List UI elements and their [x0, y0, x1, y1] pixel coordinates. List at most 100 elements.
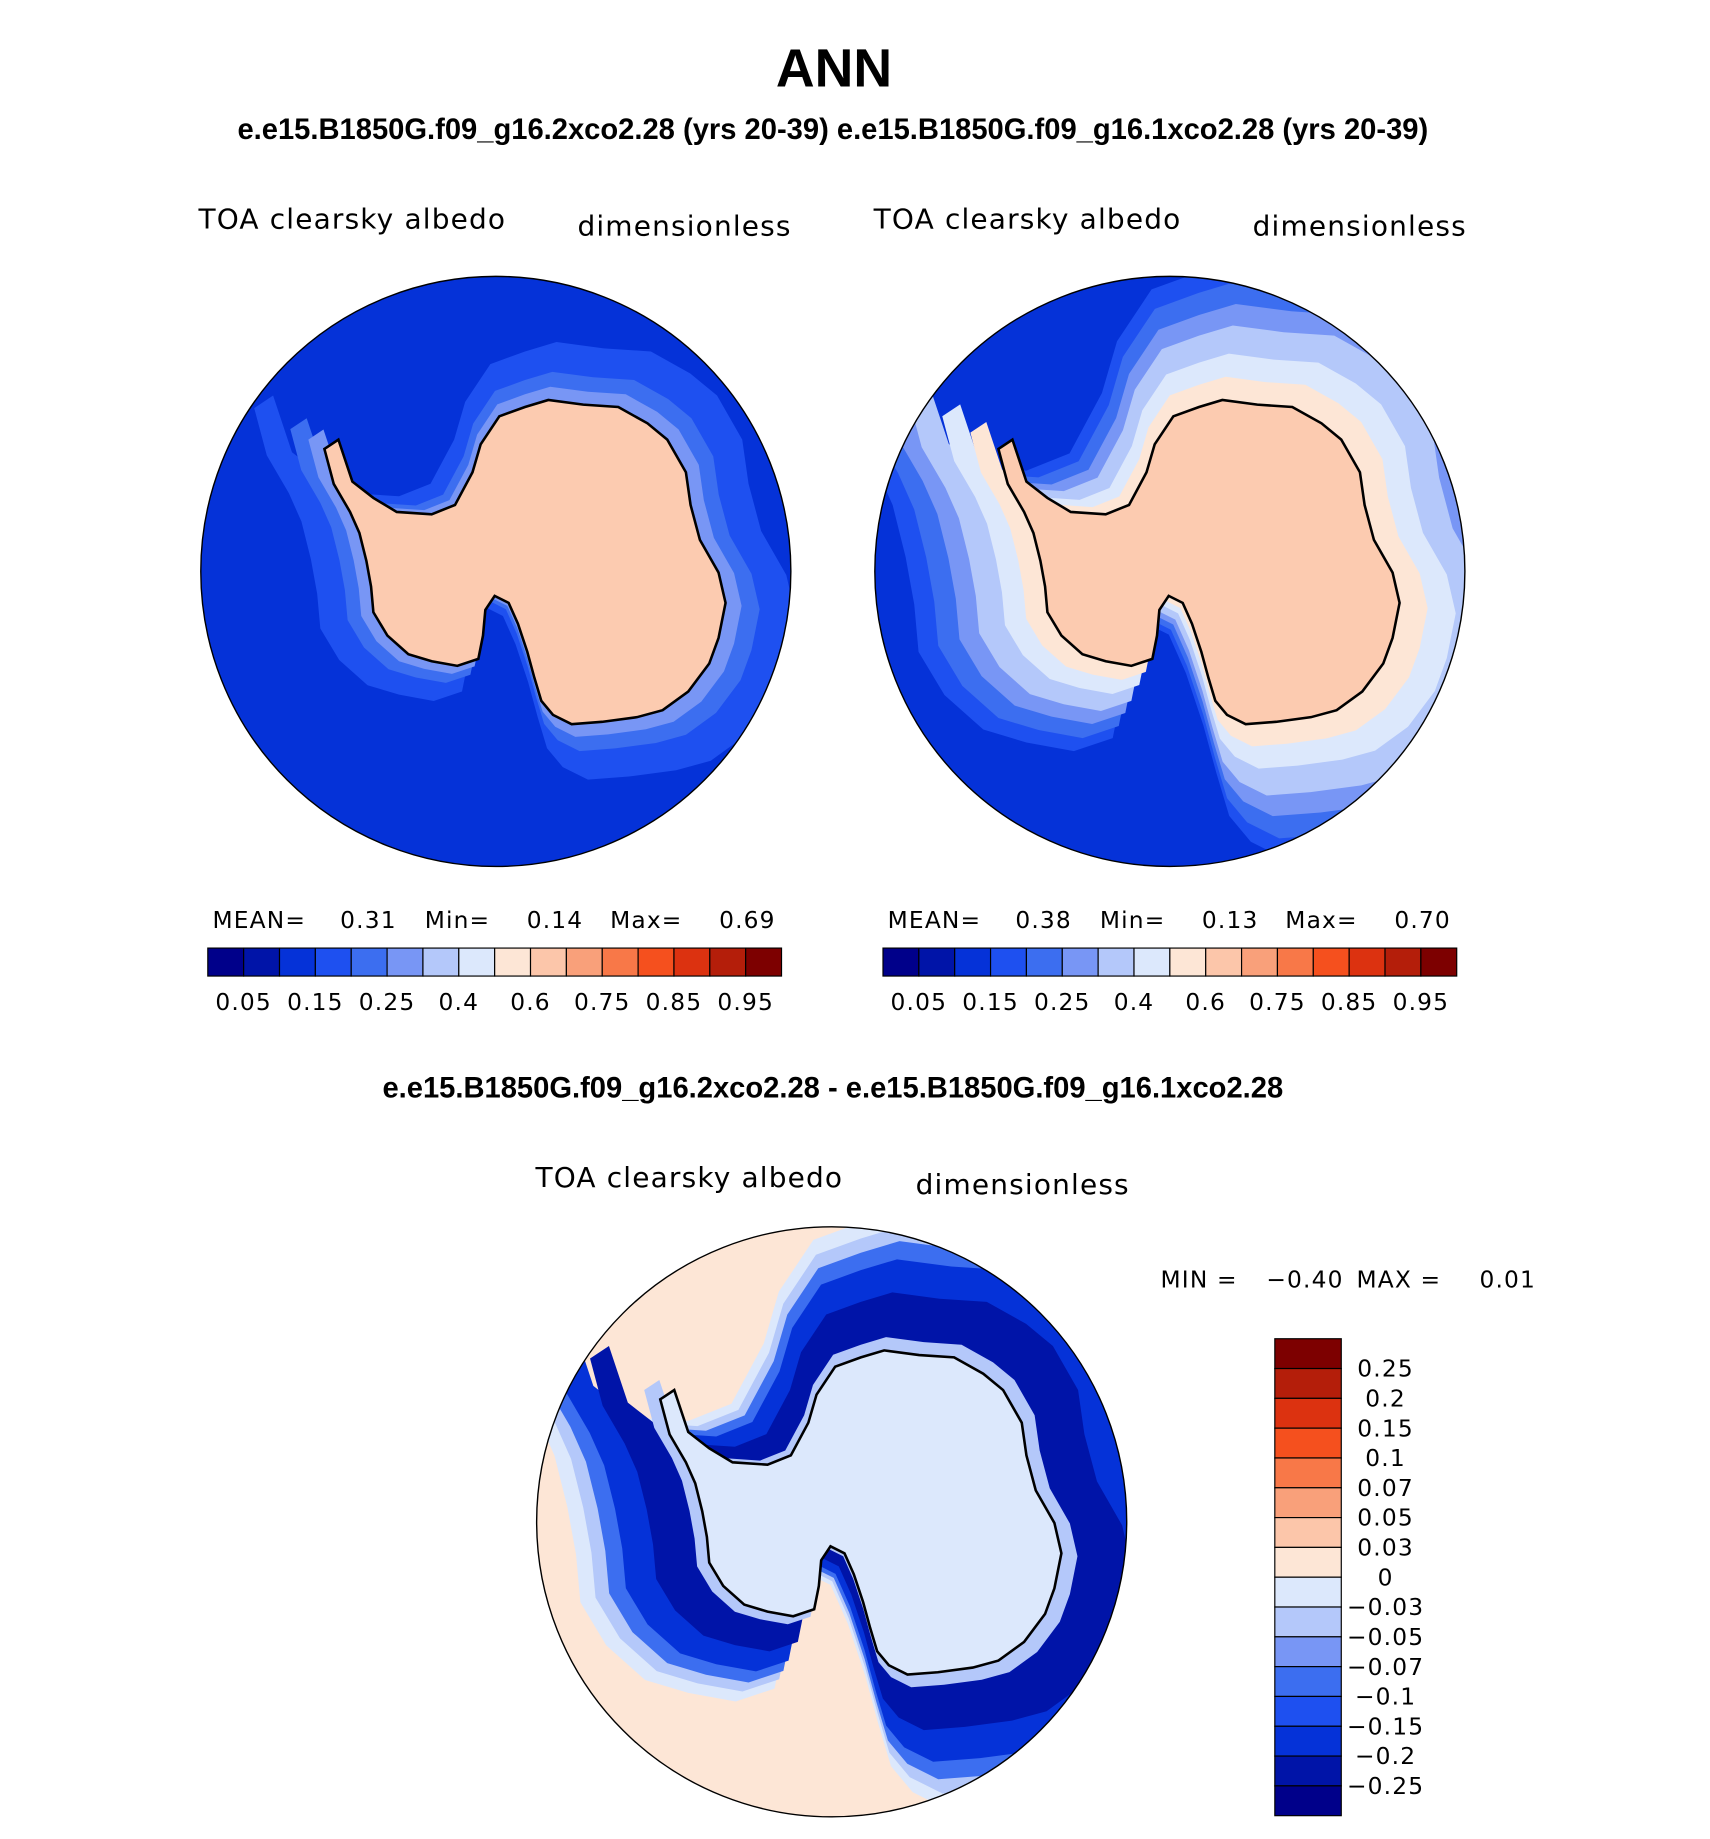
colorbar-box [1274, 1725, 1342, 1757]
stat-value: 0.01 [1479, 1266, 1536, 1293]
colorbar-box [1274, 1397, 1342, 1429]
colorbar-box [673, 947, 711, 977]
colorbar-label: 0.07 [1357, 1475, 1414, 1502]
colorbar-box [709, 947, 747, 977]
colorbar-box [1061, 947, 1099, 977]
colorbar-label: 0.95 [1393, 989, 1450, 1016]
colorbar-box [422, 947, 460, 977]
colorbar-box [882, 947, 920, 977]
map [874, 276, 1465, 867]
stat-value: 0.70 [1394, 907, 1451, 934]
colorbar-label: 0.1 [1365, 1445, 1406, 1472]
units-label: dimensionless [916, 1168, 1130, 1201]
colorbar-label: 0.05 [891, 989, 948, 1016]
colorbar-label: 0.25 [1357, 1356, 1414, 1383]
variable-label: TOA clearsky albedo [873, 203, 1182, 236]
colorbar-box [1274, 1785, 1342, 1817]
colorbar-label: 0.05 [215, 989, 272, 1016]
colorbar-label: 0.85 [646, 989, 703, 1016]
colorbar-label: 0.25 [1034, 989, 1091, 1016]
colorbar-box [1274, 1427, 1342, 1459]
map [536, 1226, 1127, 1817]
map-border [535, 1226, 1128, 1818]
colorbar-label: 0.6 [510, 989, 551, 1016]
stat-value: 0.14 [527, 907, 584, 934]
stat-value: 0.38 [1015, 907, 1072, 934]
colorbar-box [350, 947, 388, 977]
stat-label: MEAN= [212, 907, 306, 934]
colorbar-label: 0.25 [359, 989, 416, 1016]
variable-label: TOA clearsky albedo [534, 1161, 843, 1194]
stat-value: 0.31 [340, 907, 397, 934]
colorbar-box [1274, 1338, 1342, 1370]
colorbar-box [1097, 947, 1135, 977]
colorbar-box [565, 947, 603, 977]
colorbar-box [1274, 1755, 1342, 1787]
colorbar-box [494, 947, 532, 977]
colorbar-label: 0.2 [1365, 1386, 1406, 1413]
map-border [874, 275, 1466, 868]
colorbar-label: 0.15 [962, 989, 1019, 1016]
colorbar-box [1274, 1487, 1342, 1519]
colorbar-box [1274, 1695, 1342, 1727]
units-label: dimensionless [1253, 210, 1467, 243]
colorbar-box [1240, 947, 1279, 977]
stat-value: 0.13 [1202, 907, 1259, 934]
colorbar-label: 0.95 [717, 989, 774, 1016]
colorbar-box [1274, 1457, 1342, 1489]
colorbar-label: 0.4 [439, 989, 480, 1016]
colorbar-box [278, 947, 316, 977]
title: ANN [776, 38, 892, 98]
colorbar-label: 0.6 [1185, 989, 1226, 1016]
colorbar-box [1274, 1367, 1342, 1399]
colorbar-box [1205, 947, 1243, 977]
colorbar-label: −0.05 [1347, 1624, 1424, 1651]
colorbar-label: 0.4 [1114, 989, 1155, 1016]
stat-value: 0.69 [719, 907, 776, 934]
colorbar-box [1276, 947, 1314, 977]
colorbar-box [1312, 947, 1350, 977]
colorbar-box [529, 947, 567, 977]
colorbar-label: 0.15 [287, 989, 344, 1016]
colorbar-box [637, 947, 675, 977]
colorbar-box [243, 947, 281, 977]
units-label: dimensionless [577, 210, 791, 243]
colorbar-box [1169, 947, 1207, 977]
colorbar-box [1348, 947, 1386, 977]
stat-label: MAX = [1356, 1266, 1441, 1293]
colorbar-label: −0.1 [1355, 1684, 1416, 1711]
colorbar-box [1274, 1546, 1342, 1578]
colorbar-box [1274, 1666, 1342, 1698]
colorbar-label: 0.15 [1357, 1415, 1414, 1442]
colorbar-box [745, 947, 783, 977]
colorbar-label: 0.75 [1249, 989, 1306, 1016]
colorbar-label: −0.03 [1347, 1594, 1424, 1621]
stat-label: Max= [610, 907, 682, 934]
map-border [200, 275, 792, 868]
colorbar-box [989, 947, 1028, 977]
colorbar-box [954, 947, 992, 977]
colorbar-box [207, 947, 245, 977]
colorbar-label: −0.15 [1347, 1713, 1424, 1740]
colorbar-label: 0.75 [574, 989, 631, 1016]
stat-value: −0.40 [1266, 1266, 1343, 1293]
variable-label: TOA clearsky albedo [197, 203, 506, 236]
colorbar-box [1384, 947, 1422, 977]
colorbar-label: 0 [1378, 1564, 1394, 1591]
colorbar-box [918, 947, 956, 977]
maps [200, 275, 1466, 1818]
colorbar-box [601, 947, 639, 977]
colorbar-box [1274, 1636, 1342, 1668]
stat-label: Min= [1100, 907, 1166, 934]
subtitle: e.e15.B1850G.f09_g16.2xco2.28 (yrs 20-39… [237, 114, 1428, 146]
difference-title: e.e15.B1850G.f09_g16.2xco2.28 - e.e15.B1… [382, 1072, 1283, 1104]
colorbar-box [314, 947, 352, 977]
colorbar-label: 0.05 [1357, 1505, 1414, 1532]
colorbar-box [1420, 947, 1458, 977]
colorbar-box [1274, 1517, 1342, 1548]
colorbar-label: 0.85 [1321, 989, 1378, 1016]
colorbar-label: −0.25 [1347, 1773, 1424, 1800]
colorbar-box [1274, 1576, 1342, 1608]
stat-label: MIN = [1161, 1266, 1238, 1293]
